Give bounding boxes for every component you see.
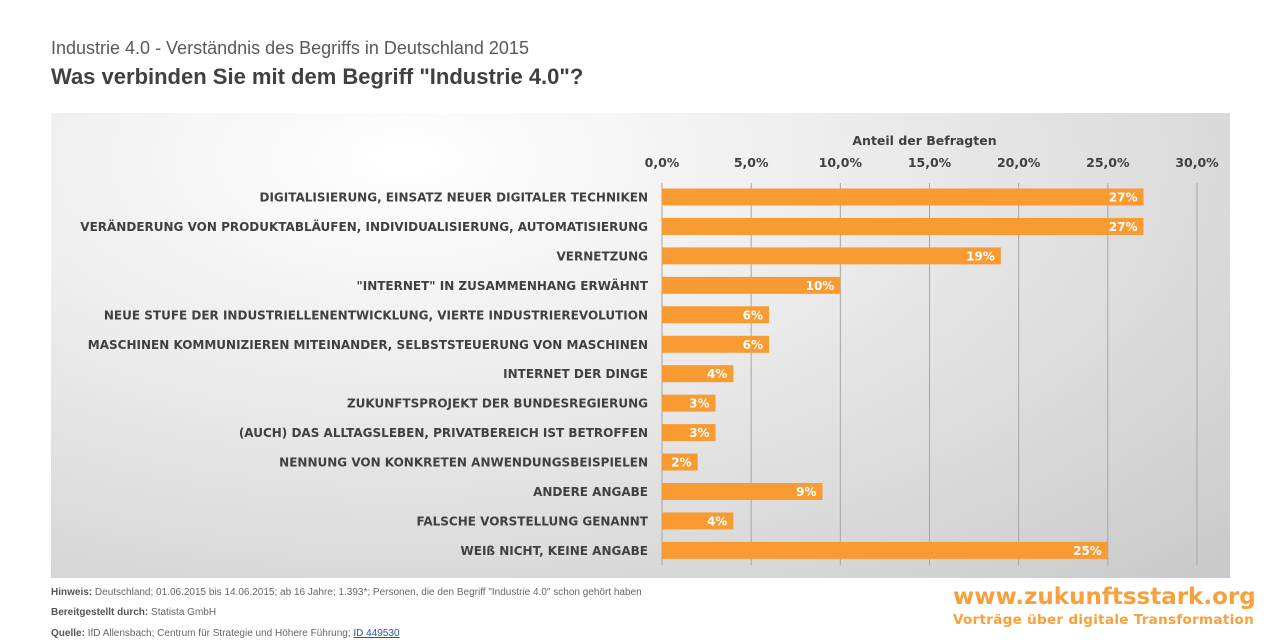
brand-url[interactable]: www.zukunftsstark.org (953, 584, 1256, 610)
bar (662, 365, 734, 383)
category-label: INTERNET DER DINGE (503, 367, 648, 381)
bar (662, 541, 1108, 559)
x-tick-label: 25,0% (1086, 155, 1130, 170)
data-label: 9% (796, 485, 816, 499)
category-label: NENNUNG VON KONKRETEN ANWENDUNGSBEISPIEL… (279, 456, 648, 470)
x-tick-label: 0,0% (645, 155, 680, 170)
bar (662, 424, 716, 442)
data-label: 19% (966, 249, 995, 263)
category-label: DIGITALISIERUNG, EINSATZ NEUER DIGITALER… (260, 191, 649, 205)
data-label: 6% (743, 308, 763, 322)
source-link[interactable]: ID 449530 (353, 628, 400, 639)
category-label: WEIß NICHT, KEINE ANGABE (461, 544, 648, 558)
x-tick-label: 10,0% (819, 155, 863, 170)
x-tick-label: 30,0% (1175, 155, 1219, 170)
chart-title: Was verbinden Sie mit dem Begriff "Indus… (51, 64, 584, 89)
x-tick-label: 15,0% (908, 155, 952, 170)
data-label: 25% (1073, 544, 1102, 558)
bar (662, 217, 1144, 235)
data-label: 3% (689, 426, 709, 440)
category-label: FALSCHE VORSTELLUNG GENANNT (417, 514, 649, 528)
data-label: 4% (707, 367, 727, 381)
category-label: "INTERNET" IN ZUSAMMENHANG ERWÄHNT (356, 278, 648, 293)
data-label: 10% (806, 279, 835, 293)
chart-subtitle: Industrie 4.0 - Verständnis des Begriffs… (51, 38, 529, 58)
note-bereitgestellt: Bereitgestellt durch: Statista GmbH (51, 607, 217, 618)
category-label: VERÄNDERUNG VON PRODUKTABLÄUFEN, INDIVID… (80, 219, 648, 234)
bar (662, 188, 1144, 206)
brand-tagline: Vorträge über digitale Transformation (953, 612, 1254, 628)
bar (662, 483, 823, 500)
category-label: (AUCH) DAS ALLTAGSLEBEN, PRIVATBEREICH I… (239, 426, 648, 440)
bar (662, 306, 769, 324)
note-quelle: Quelle: IfD Allensbach; Centrum für Stra… (51, 628, 400, 639)
bar (662, 512, 734, 530)
x-axis-label: Anteil der Befragten (852, 133, 996, 148)
category-label: ZUKUNFTSPROJEKT DER BUNDESREGIERUNG (347, 397, 648, 411)
category-label: NEUE STUFE DER INDUSTRIELLENENTWICKLUNG,… (104, 308, 648, 322)
bar (662, 394, 716, 412)
data-label: 6% (743, 338, 763, 352)
bar (662, 335, 769, 353)
x-tick-label: 5,0% (734, 155, 769, 170)
data-label: 2% (671, 456, 691, 470)
x-tick-label: 20,0% (997, 155, 1041, 170)
bar (662, 247, 1001, 265)
category-label: MASCHINEN KOMMUNIZIEREN MITEINANDER, SEL… (88, 338, 648, 352)
category-label: ANDERE ANGABE (533, 485, 648, 499)
note-hinweis: Hinweis: Deutschland; 01.06.2015 bis 14.… (51, 587, 642, 598)
category-label: VERNETZUNG (557, 249, 649, 263)
data-label: 27% (1109, 220, 1138, 234)
data-label: 4% (707, 514, 727, 528)
bar (662, 276, 841, 294)
data-label: 27% (1109, 191, 1138, 205)
bar (662, 453, 698, 471)
data-label: 3% (689, 397, 709, 411)
